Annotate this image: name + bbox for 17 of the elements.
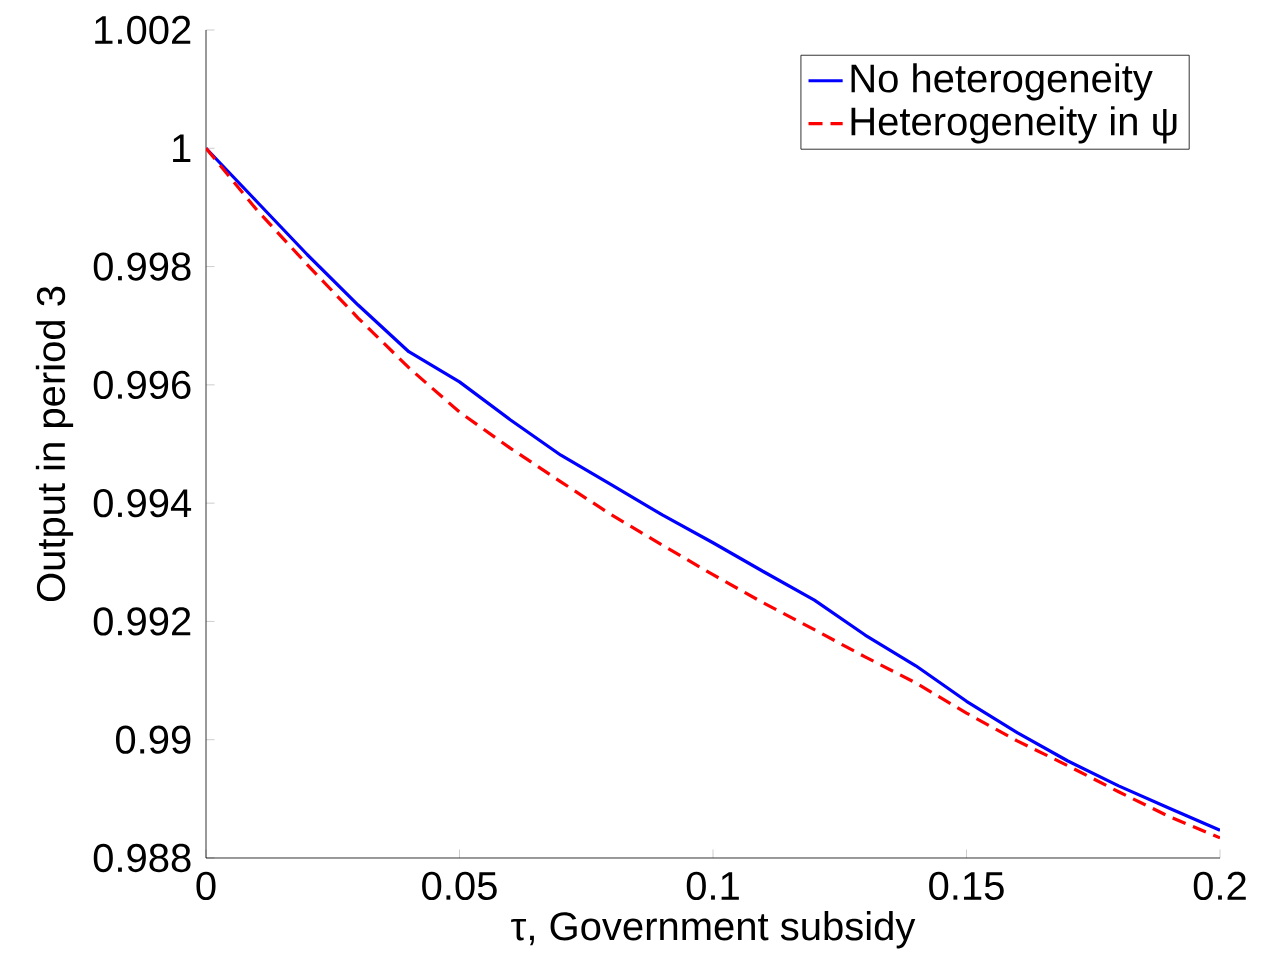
x-tick-label: 0.15: [929, 871, 1004, 901]
x-tick-label: 0.05: [422, 871, 497, 901]
y-tick-label: 0.99: [115, 725, 191, 754]
y-tick-label: 0.998: [93, 252, 191, 281]
y-axis-title: Output in period 3: [35, 286, 74, 602]
x-tick-label: 0.1: [686, 871, 739, 901]
x-axis-title: τ, Government subsidy: [511, 911, 916, 949]
x-tick-label: 0: [196, 871, 216, 901]
y-tick-label: 1.002: [95, 15, 191, 45]
y-tick-label: 1: [173, 134, 191, 163]
y-tick-label: 0.988: [93, 843, 191, 873]
legend-label: Heterogeneity in ψ: [851, 106, 1177, 144]
y-tick-label: 0.992: [93, 607, 191, 636]
legend-label: No heterogeneity: [851, 63, 1153, 101]
x-tick-label: 0.2: [1193, 871, 1246, 901]
y-tick-label: 0.996: [93, 370, 191, 399]
y-tick-label: 0.994: [93, 488, 192, 518]
